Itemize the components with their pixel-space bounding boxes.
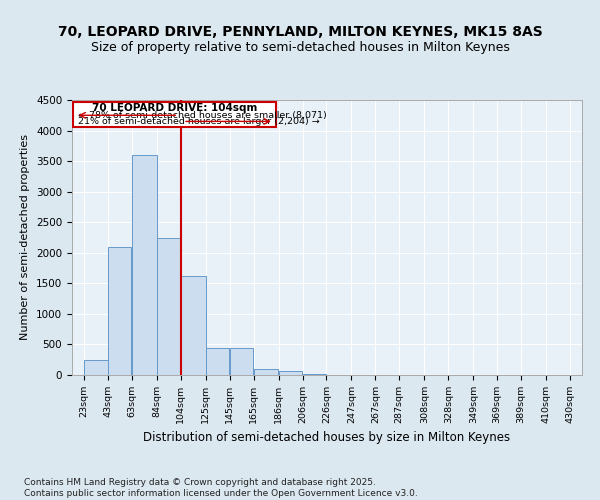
Text: Contains HM Land Registry data © Crown copyright and database right 2025.
Contai: Contains HM Land Registry data © Crown c… bbox=[24, 478, 418, 498]
Text: 70, LEOPARD DRIVE, PENNYLAND, MILTON KEYNES, MK15 8AS: 70, LEOPARD DRIVE, PENNYLAND, MILTON KEY… bbox=[58, 26, 542, 40]
Bar bbox=[303, 374, 326, 375]
Bar bbox=[181, 276, 206, 375]
FancyBboxPatch shape bbox=[73, 102, 276, 127]
Bar bbox=[254, 369, 278, 375]
Bar bbox=[157, 238, 181, 375]
Bar bbox=[84, 360, 107, 375]
Bar bbox=[279, 372, 302, 375]
Bar bbox=[108, 246, 131, 375]
Text: 21% of semi-detached houses are larger (2,204) →: 21% of semi-detached houses are larger (… bbox=[78, 117, 320, 126]
Text: ← 78% of semi-detached houses are smaller (8,071): ← 78% of semi-detached houses are smalle… bbox=[78, 111, 327, 120]
Text: 70 LEOPARD DRIVE: 104sqm: 70 LEOPARD DRIVE: 104sqm bbox=[92, 103, 257, 113]
Bar bbox=[206, 348, 229, 375]
Y-axis label: Number of semi-detached properties: Number of semi-detached properties bbox=[20, 134, 31, 340]
X-axis label: Distribution of semi-detached houses by size in Milton Keynes: Distribution of semi-detached houses by … bbox=[143, 432, 511, 444]
Text: Size of property relative to semi-detached houses in Milton Keynes: Size of property relative to semi-detach… bbox=[91, 41, 509, 54]
Bar bbox=[230, 348, 253, 375]
Bar bbox=[132, 155, 157, 375]
